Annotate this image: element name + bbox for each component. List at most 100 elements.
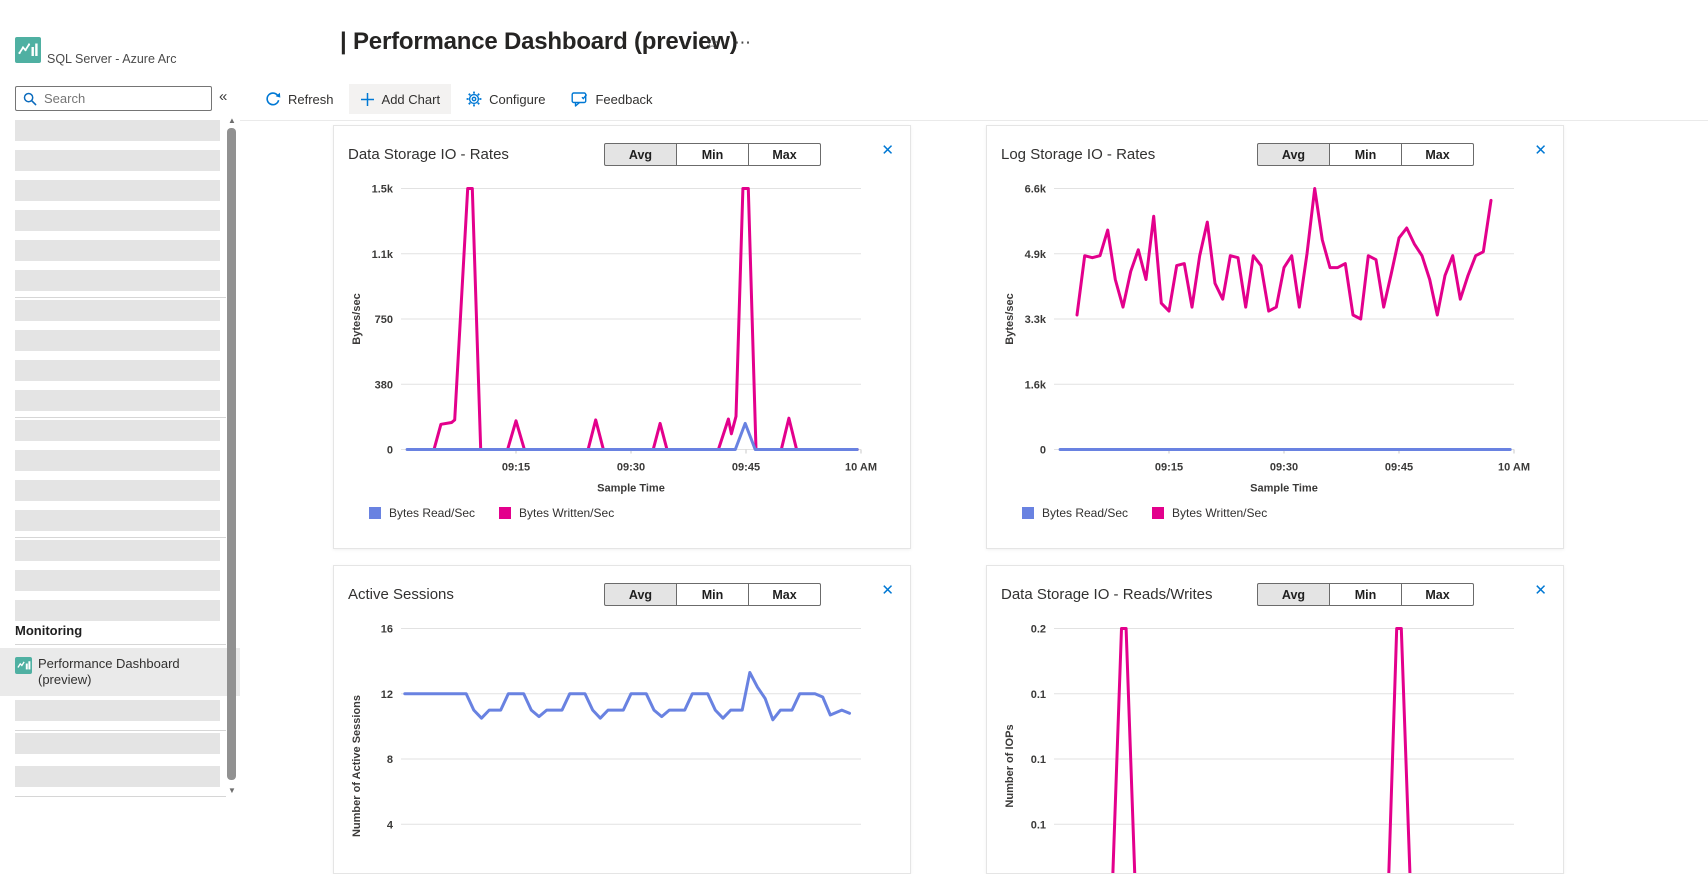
- plus-icon: [360, 92, 374, 106]
- scroll-up-icon[interactable]: ▲: [228, 116, 236, 125]
- agg-button-min[interactable]: Min: [1329, 583, 1402, 606]
- agg-button-min[interactable]: Min: [676, 143, 749, 166]
- skeleton-row: [15, 120, 220, 141]
- y-axis-title: Number of IOPs: [1004, 724, 1016, 807]
- sidebar-collapse-icon[interactable]: «: [219, 88, 228, 105]
- y-tick-label: 0.1: [1031, 819, 1046, 831]
- chart-plot: 6.6k 4.9k 3.3k 1.6k 0 09:15 09:30 09:45 10 AM Sam…: [1004, 184, 1530, 495]
- divider: [15, 730, 226, 731]
- y-tick-label: 1.1k: [372, 249, 394, 261]
- monitoring-section-heading: Monitoring: [15, 623, 83, 638]
- chart-legend: Bytes Read/Sec Bytes Written/Sec: [369, 506, 614, 520]
- x-tick-label: 09:15: [502, 462, 530, 474]
- skeleton-row: [15, 390, 220, 411]
- x-tick-label: 09:30: [617, 462, 645, 474]
- configure-button[interactable]: Configure: [455, 84, 556, 114]
- y-tick-label: 750: [375, 314, 393, 326]
- scroll-down-icon[interactable]: ▼: [228, 786, 236, 795]
- y-tick-label: 0.2: [1031, 624, 1046, 636]
- divider: [15, 644, 226, 645]
- y-axis-title: Bytes/sec: [1004, 293, 1016, 344]
- aggregation-toggle: Avg Min Max: [1257, 143, 1474, 166]
- feedback-button[interactable]: Feedback: [560, 84, 663, 114]
- skeleton-row: [15, 600, 220, 621]
- legend-swatch-icon: [369, 507, 381, 519]
- skeleton-row: [15, 733, 220, 754]
- legend-label: Bytes Read/Sec: [389, 506, 476, 520]
- y-tick-label: 0.1: [1031, 754, 1046, 766]
- agg-button-max[interactable]: Max: [1401, 143, 1474, 166]
- agg-button-max[interactable]: Max: [1401, 583, 1474, 606]
- close-chart-icon[interactable]: ✕: [1534, 582, 1547, 599]
- legend-label: Bytes Read/Sec: [1042, 506, 1129, 520]
- more-options-icon[interactable]: ⋯: [734, 33, 752, 52]
- skeleton-row: [15, 480, 220, 501]
- search-input[interactable]: [44, 91, 204, 106]
- x-axis-title: Sample Time: [1250, 483, 1318, 495]
- legend-swatch-icon: [499, 507, 512, 519]
- skeleton-row: [15, 150, 220, 171]
- y-tick-label: 3.3k: [1025, 314, 1047, 326]
- y-tick-label: 1.6k: [1025, 379, 1047, 391]
- chart-panel-4: Data Storage IO - Reads/Writes Avg Min Max…: [986, 565, 1564, 874]
- close-chart-icon[interactable]: ✕: [881, 582, 894, 599]
- y-tick-label: 8: [387, 754, 393, 766]
- agg-button-avg[interactable]: Avg: [1257, 583, 1330, 606]
- sidebar-item-label: Performance Dashboard (preview): [38, 656, 180, 687]
- agg-button-max[interactable]: Max: [748, 583, 821, 606]
- scrollbar-thumb[interactable]: [227, 128, 236, 780]
- y-axis-title: Number of Active Sessions: [351, 695, 363, 837]
- y-tick-label: 6.6k: [1025, 184, 1047, 196]
- series-writes: [1111, 627, 1412, 873]
- agg-button-max[interactable]: Max: [748, 143, 821, 166]
- series-bytes-read-sec: [405, 421, 859, 451]
- toolbar-divider: [240, 120, 1708, 121]
- skeleton-row: [15, 330, 220, 351]
- skeleton-row: [15, 240, 220, 261]
- series-active-sessions: [403, 671, 851, 722]
- legend-swatch-icon: [1022, 507, 1034, 519]
- agg-button-avg[interactable]: Avg: [604, 143, 677, 166]
- skeleton-row: [15, 450, 220, 471]
- skeleton-row: [15, 360, 220, 381]
- series-bytes-written-sec: [1075, 187, 1493, 321]
- y-axis-title: Bytes/sec: [351, 293, 363, 344]
- resource-name: SQL Server - Azure Arc: [47, 52, 177, 66]
- skeleton-row: [15, 540, 220, 561]
- legend-label: Bytes Written/Sec: [519, 506, 615, 520]
- chart-title: Data Storage IO - Reads/Writes: [1001, 586, 1213, 603]
- legend-item: Bytes Written/Sec: [1152, 506, 1267, 520]
- chart-plot: 0.2 0.1 0.1 0.1 Number of IOPs: [1004, 624, 1514, 873]
- search-box: [15, 86, 212, 111]
- agg-button-avg[interactable]: Avg: [604, 583, 677, 606]
- divider: [15, 297, 226, 298]
- refresh-icon: [266, 92, 281, 106]
- agg-button-min[interactable]: Min: [1329, 143, 1402, 166]
- close-chart-icon[interactable]: ✕: [881, 142, 894, 159]
- close-chart-icon[interactable]: ✕: [1534, 142, 1547, 159]
- x-tick-label: 10 AM: [845, 462, 877, 474]
- add-chart-button[interactable]: Add Chart: [348, 84, 452, 114]
- sidebar-item-performance-dashboard[interactable]: Performance Dashboard (preview): [0, 648, 240, 696]
- favorite-star-icon[interactable]: ☆: [704, 33, 721, 53]
- agg-button-avg[interactable]: Avg: [1257, 143, 1330, 166]
- skeleton-row: [15, 570, 220, 591]
- legend-label: Bytes Written/Sec: [1172, 506, 1268, 520]
- y-tick-label: 0: [387, 445, 393, 457]
- y-tick-label: 12: [381, 689, 393, 701]
- agg-button-min[interactable]: Min: [676, 583, 749, 606]
- divider: [15, 537, 226, 538]
- sidebar: SQL Server - Azure Arc « Monitoring Perf…: [0, 0, 240, 874]
- skeleton-row: [15, 420, 220, 441]
- sql-performance-dashboard-icon: [15, 37, 41, 68]
- refresh-button[interactable]: Refresh: [254, 84, 345, 114]
- skeleton-row: [15, 180, 220, 201]
- chart-title: Active Sessions: [348, 586, 454, 603]
- chart-panel-3: Active Sessions Avg Min Max ✕ 16 12 8 4 Number…: [333, 565, 911, 874]
- feedback-icon: [571, 92, 588, 107]
- chart-plot: 16 12 8 4 Number of Active Sessions: [351, 624, 861, 837]
- skeleton-row: [15, 270, 220, 291]
- aggregation-toggle: Avg Min Max: [604, 583, 821, 606]
- aggregation-toggle: Avg Min Max: [1257, 583, 1474, 606]
